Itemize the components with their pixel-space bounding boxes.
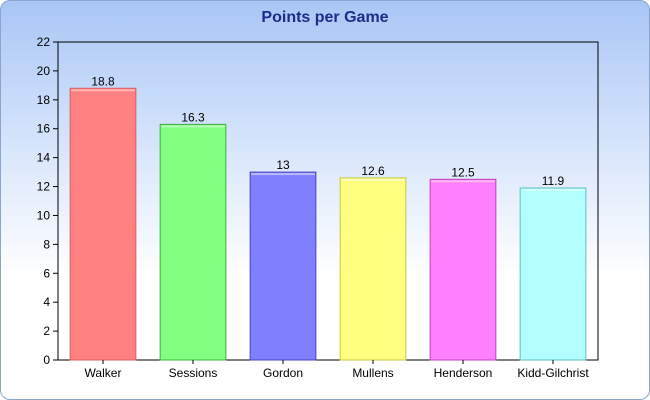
chart-title: Points per Game (261, 9, 388, 26)
plot-area (57, 41, 599, 361)
y-tick-label: 18 (37, 93, 51, 107)
bar-sessions[interactable] (159, 123, 227, 361)
y-axis: 0 2 4 6 8 10 12 14 16 18 20 22 (37, 35, 58, 367)
bar-gordon[interactable] (249, 171, 317, 361)
x-category-label: Sessions (169, 366, 218, 380)
y-tick-label: 14 (37, 151, 51, 165)
bar-highlight (161, 125, 225, 128)
y-tick-label: 12 (37, 180, 51, 194)
x-category-label: Walker (85, 366, 122, 380)
data-label: 11.9 (542, 174, 565, 188)
bar-kidd-gilchrist[interactable] (519, 187, 587, 361)
x-category-label: Gordon (263, 366, 303, 380)
x-category-label: Mullens (352, 366, 393, 380)
y-tick-label: 16 (37, 122, 51, 136)
bar-highlight (521, 188, 585, 191)
y-tick-label: 6 (43, 266, 50, 280)
bars: 18.8 16.3 13 12.6 12.5 11.9 (69, 74, 587, 361)
bar-henderson[interactable] (429, 178, 497, 361)
bar-mullens[interactable] (339, 177, 407, 361)
bar-walker[interactable] (69, 87, 137, 361)
x-axis: Walker Sessions Gordon Mullens Henderson Kidd… (85, 360, 589, 380)
y-tick-label: 0 (43, 353, 50, 367)
data-label: 12.5 (451, 165, 475, 179)
bar-highlight (251, 173, 315, 176)
y-tick-label: 2 (43, 324, 50, 338)
data-label: 12.6 (361, 164, 385, 178)
data-label: 13 (276, 158, 290, 172)
x-category-label: Kidd-Gilchrist (517, 366, 589, 380)
bar-highlight (341, 178, 405, 181)
y-tick-label: 10 (37, 208, 51, 222)
data-label: 18.8 (91, 74, 115, 88)
y-tick-label: 4 (43, 295, 50, 309)
y-tick-label: 20 (37, 64, 51, 78)
x-category-label: Henderson (434, 366, 493, 380)
data-label: 16.3 (181, 110, 205, 124)
y-tick-label: 8 (43, 237, 50, 251)
y-tick-label: 22 (37, 35, 51, 49)
bar-highlight (71, 89, 135, 92)
bar-highlight (431, 180, 495, 183)
